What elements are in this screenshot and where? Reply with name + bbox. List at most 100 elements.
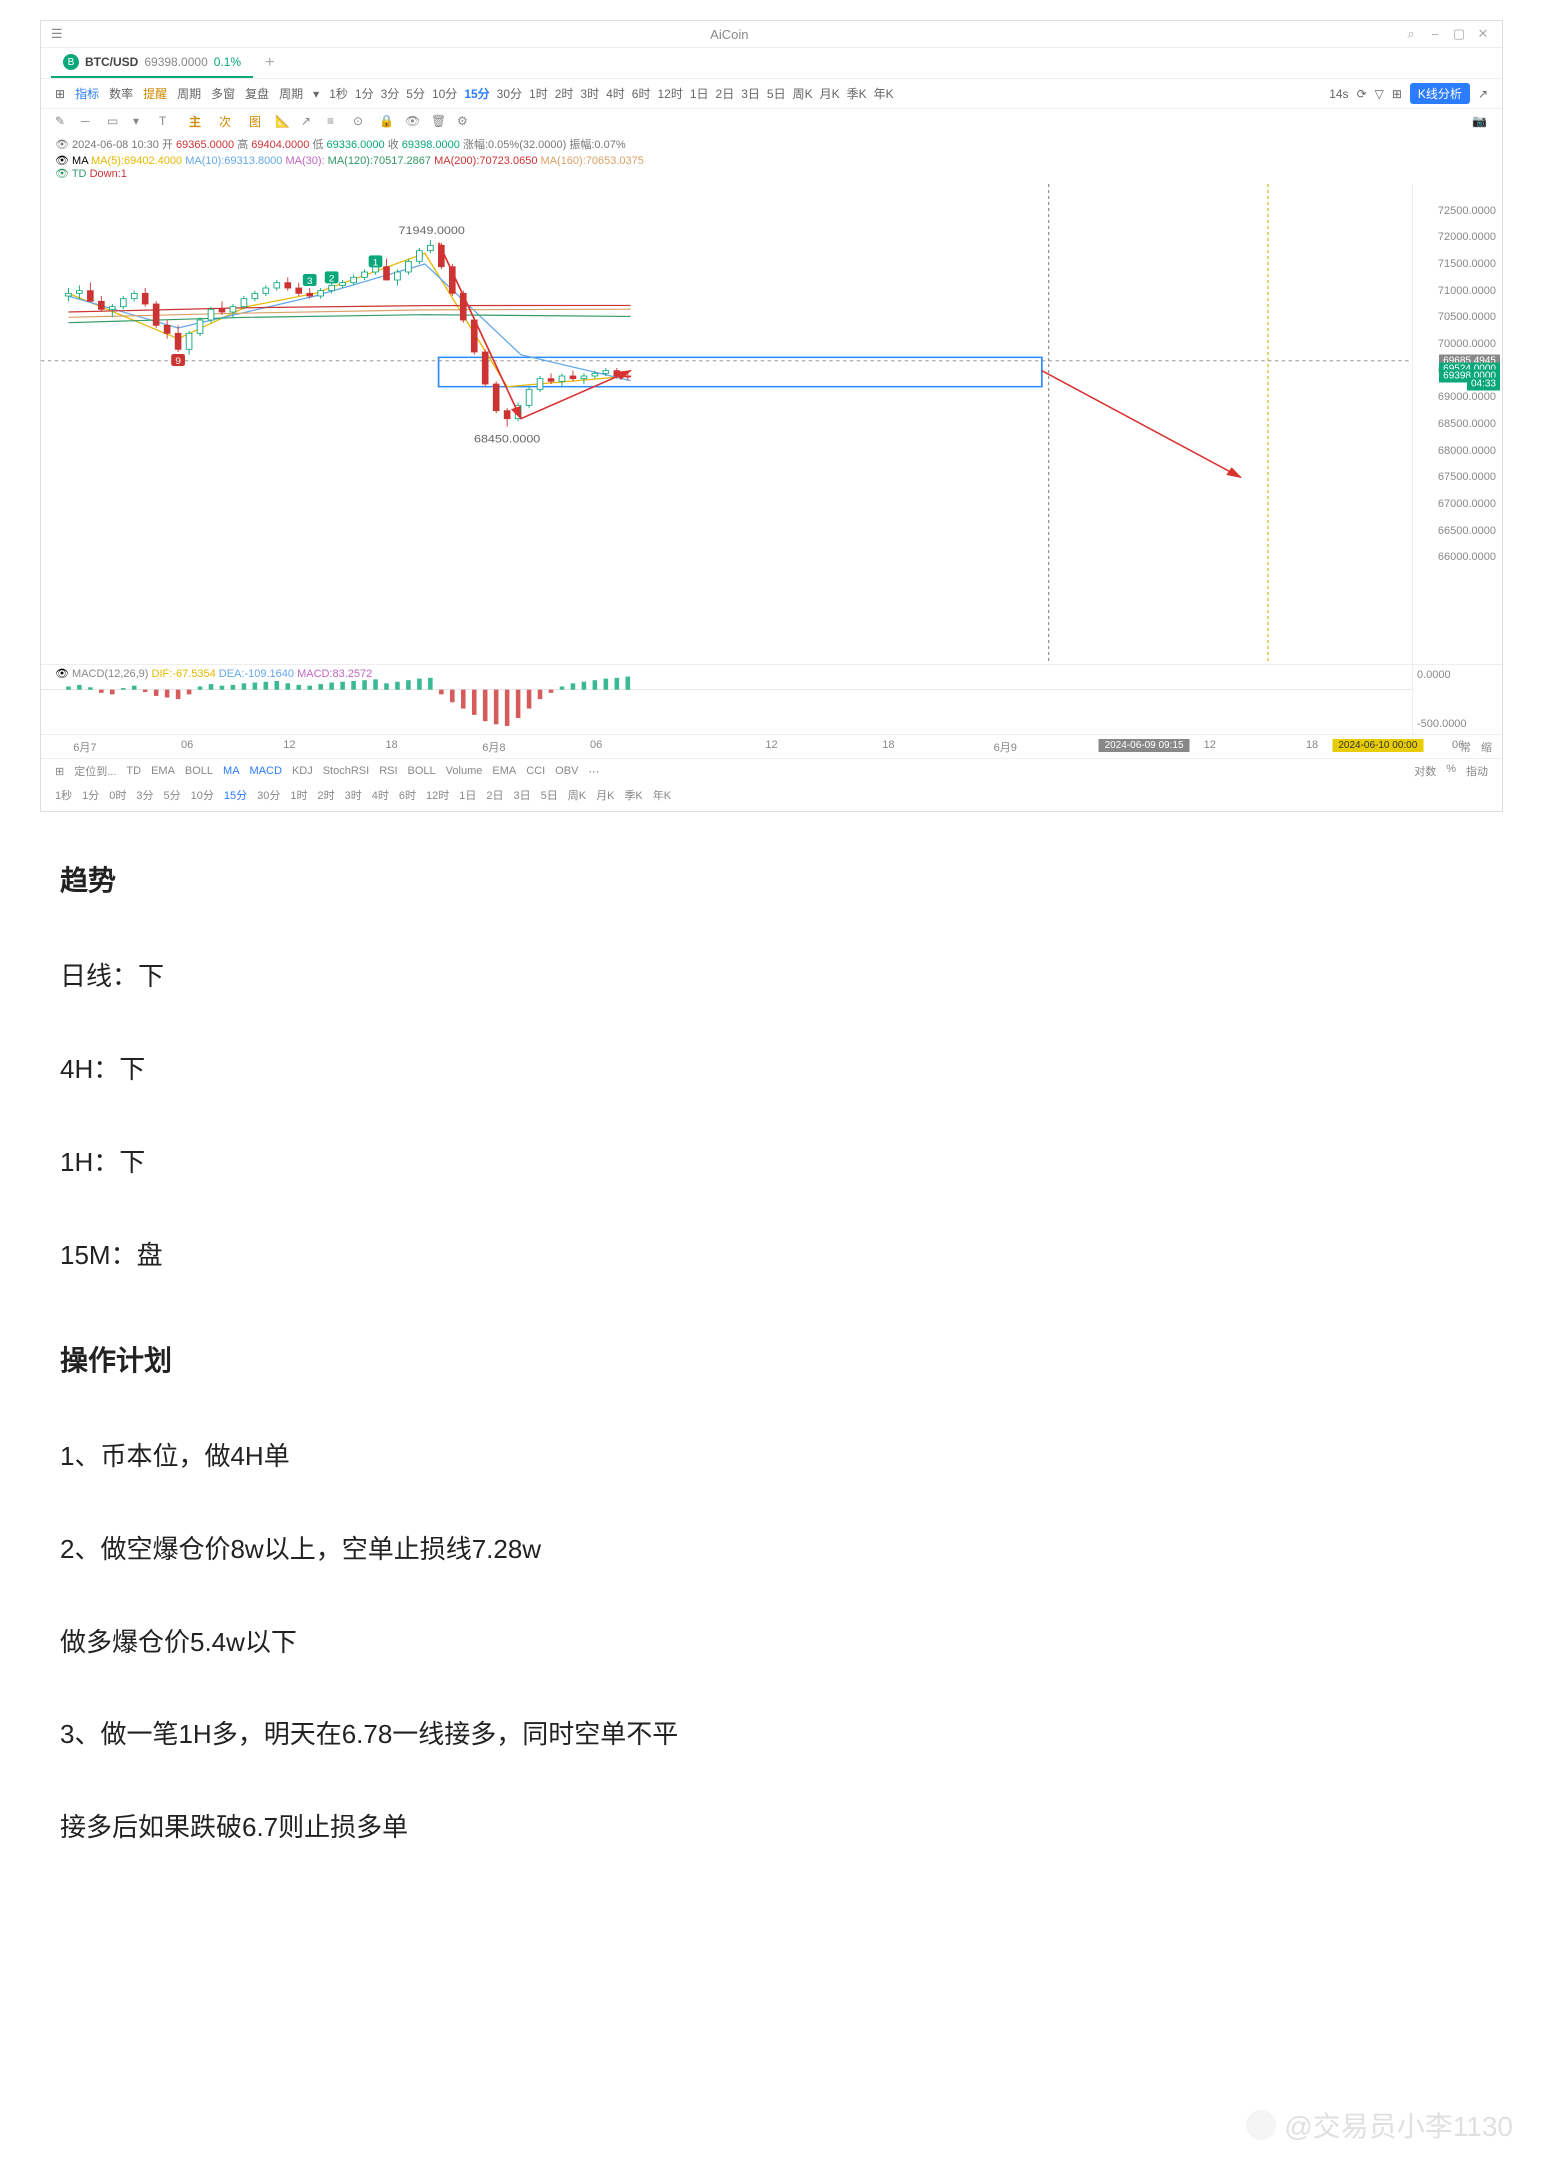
timeframe2-item[interactable]: 15分: [224, 787, 247, 803]
eye-icon[interactable]: 👁: [55, 139, 69, 151]
menu-item[interactable]: 提醒: [143, 85, 167, 102]
indicator-item[interactable]: EMA: [151, 765, 175, 777]
rect-icon[interactable]: ▭: [107, 114, 123, 130]
chart-main[interactable]: 932171949.000068450.0000: [41, 184, 1412, 664]
indicator-item[interactable]: EMA: [492, 765, 516, 777]
timeframe2-item[interactable]: 季K: [624, 787, 642, 803]
close-icon[interactable]: ✕: [1474, 25, 1492, 43]
timeframe2-item[interactable]: 3分: [136, 787, 153, 803]
timeframe-item[interactable]: 2时: [555, 85, 574, 102]
indicator-item[interactable]: BOLL: [185, 765, 213, 777]
minimize-icon[interactable]: −: [1426, 25, 1444, 43]
indicator-item[interactable]: Volume: [446, 765, 483, 777]
camera-icon[interactable]: 📷: [1472, 114, 1488, 130]
timeframe2-item[interactable]: 1秒: [55, 787, 72, 803]
main-label[interactable]: 主: [185, 113, 205, 130]
timeframe2-item[interactable]: 1分: [82, 787, 99, 803]
timeframe-item[interactable]: 1秒: [329, 85, 348, 102]
timeframe-item[interactable]: 5日: [767, 85, 786, 102]
line-icon[interactable]: ─: [81, 114, 97, 130]
indicator-item[interactable]: OBV: [555, 765, 578, 777]
timeframe-item[interactable]: 12时: [657, 85, 682, 102]
timeframe-item[interactable]: 3时: [580, 85, 599, 102]
chevron-down-icon[interactable]: ▾: [313, 87, 319, 101]
timeframe2-item[interactable]: 周K: [568, 787, 586, 803]
chevron-down-icon[interactable]: ▾: [133, 114, 149, 130]
funnel-icon[interactable]: ▽: [1375, 87, 1384, 101]
indicator-right-item[interactable]: 指动: [1466, 763, 1488, 779]
indicator-item[interactable]: KDJ: [292, 765, 313, 777]
timeframe2-item[interactable]: 年K: [653, 787, 671, 803]
indicator-item[interactable]: MACD: [250, 765, 282, 777]
indicator-item[interactable]: MA: [223, 765, 240, 777]
fib-icon[interactable]: ≡: [327, 114, 343, 130]
arrow-icon[interactable]: ↗: [301, 114, 317, 130]
indicator-right-item[interactable]: %: [1446, 763, 1456, 779]
magnet-icon[interactable]: ⊙: [353, 114, 369, 130]
xaxis-right[interactable]: 常: [1460, 739, 1471, 755]
symbol-tab[interactable]: B BTC/USD 69398.0000 0.1%: [51, 48, 253, 78]
timeframe2-item[interactable]: 6时: [399, 787, 416, 803]
timeframe2-item[interactable]: 30分: [257, 787, 280, 803]
timeframe2-item[interactable]: 1时: [290, 787, 307, 803]
indicator-item[interactable]: TD: [126, 765, 141, 777]
ruler-icon[interactable]: 📐: [275, 114, 291, 130]
menu-item[interactable]: 复盘: [245, 85, 269, 102]
eye-icon[interactable]: 👁: [55, 168, 69, 180]
menu-item[interactable]: 指标: [75, 85, 99, 102]
more-icon[interactable]: ⋯: [588, 765, 599, 778]
search-icon[interactable]: ⌕: [1402, 25, 1420, 43]
timeframe-item[interactable]: 10分: [432, 85, 457, 102]
timeframe2-item[interactable]: 月K: [596, 787, 614, 803]
timeframe-item[interactable]: 2日: [716, 85, 735, 102]
timeframe-item[interactable]: 4时: [606, 85, 625, 102]
menu-item[interactable]: 周期: [177, 85, 201, 102]
timeframe-item[interactable]: 3分: [381, 85, 400, 102]
indicator-item[interactable]: StochRSI: [323, 765, 369, 777]
timeframe2-item[interactable]: 5分: [164, 787, 181, 803]
timeframe2-item[interactable]: 2日: [486, 787, 503, 803]
chart-area[interactable]: 932171949.000068450.0000 72500.000072000…: [41, 184, 1502, 664]
macd-area[interactable]: 👁 MACD(12,26,9) DIF:-67.5354 DEA:-109.16…: [41, 664, 1502, 734]
timeframe-item[interactable]: 5分: [406, 85, 425, 102]
timeframe-item[interactable]: 年K: [874, 85, 894, 102]
timeframe-item[interactable]: 季K: [847, 85, 867, 102]
timeframe2-item[interactable]: 1日: [459, 787, 476, 803]
timeframe-item[interactable]: 1分: [355, 85, 374, 102]
indicator-item[interactable]: CCI: [526, 765, 545, 777]
locate-label[interactable]: 定位到...: [74, 763, 116, 779]
timeframe-item[interactable]: 15分: [464, 85, 489, 102]
menu-item[interactable]: 多窗: [211, 85, 235, 102]
eye-icon[interactable]: 👁: [55, 155, 69, 167]
timeframe-item[interactable]: 3日: [741, 85, 760, 102]
indicator-item[interactable]: RSI: [379, 765, 397, 777]
add-tab-button[interactable]: +: [253, 48, 286, 78]
pencil-icon[interactable]: ✎: [55, 114, 71, 130]
eye-icon[interactable]: 👁: [405, 114, 421, 130]
timeframe2-item[interactable]: 0时: [109, 787, 126, 803]
timeframe2-item[interactable]: 3日: [514, 787, 531, 803]
eye-icon[interactable]: 👁: [55, 668, 69, 680]
timeframe-item[interactable]: 周K: [793, 85, 813, 102]
text-icon[interactable]: T: [159, 114, 175, 130]
sub-label[interactable]: 次: [215, 113, 235, 130]
maximize-icon[interactable]: ▢: [1450, 25, 1468, 43]
timeframe2-item[interactable]: 2时: [318, 787, 335, 803]
timeframe2-item[interactable]: 3时: [345, 787, 362, 803]
timeframe2-item[interactable]: 12时: [426, 787, 449, 803]
timeframe-item[interactable]: 月K: [820, 85, 840, 102]
grid-icon[interactable]: ⊞: [1392, 87, 1402, 101]
settings-icon[interactable]: ⚙: [457, 114, 473, 130]
indicator-item[interactable]: BOLL: [408, 765, 436, 777]
timeframe-item[interactable]: 30分: [497, 85, 522, 102]
kline-button[interactable]: K线分析: [1410, 83, 1470, 104]
indicator-right-item[interactable]: 对数: [1414, 763, 1436, 779]
timeframe-item[interactable]: 1时: [529, 85, 548, 102]
timeframe2-item[interactable]: 4时: [372, 787, 389, 803]
menu-item[interactable]: 数率: [109, 85, 133, 102]
pic-label[interactable]: 图: [245, 113, 265, 130]
menu-item[interactable]: 周期: [279, 85, 303, 102]
xaxis-right[interactable]: 缩: [1481, 739, 1492, 755]
timeframe-item[interactable]: 6时: [632, 85, 651, 102]
lock-icon[interactable]: 🔒: [379, 114, 395, 130]
